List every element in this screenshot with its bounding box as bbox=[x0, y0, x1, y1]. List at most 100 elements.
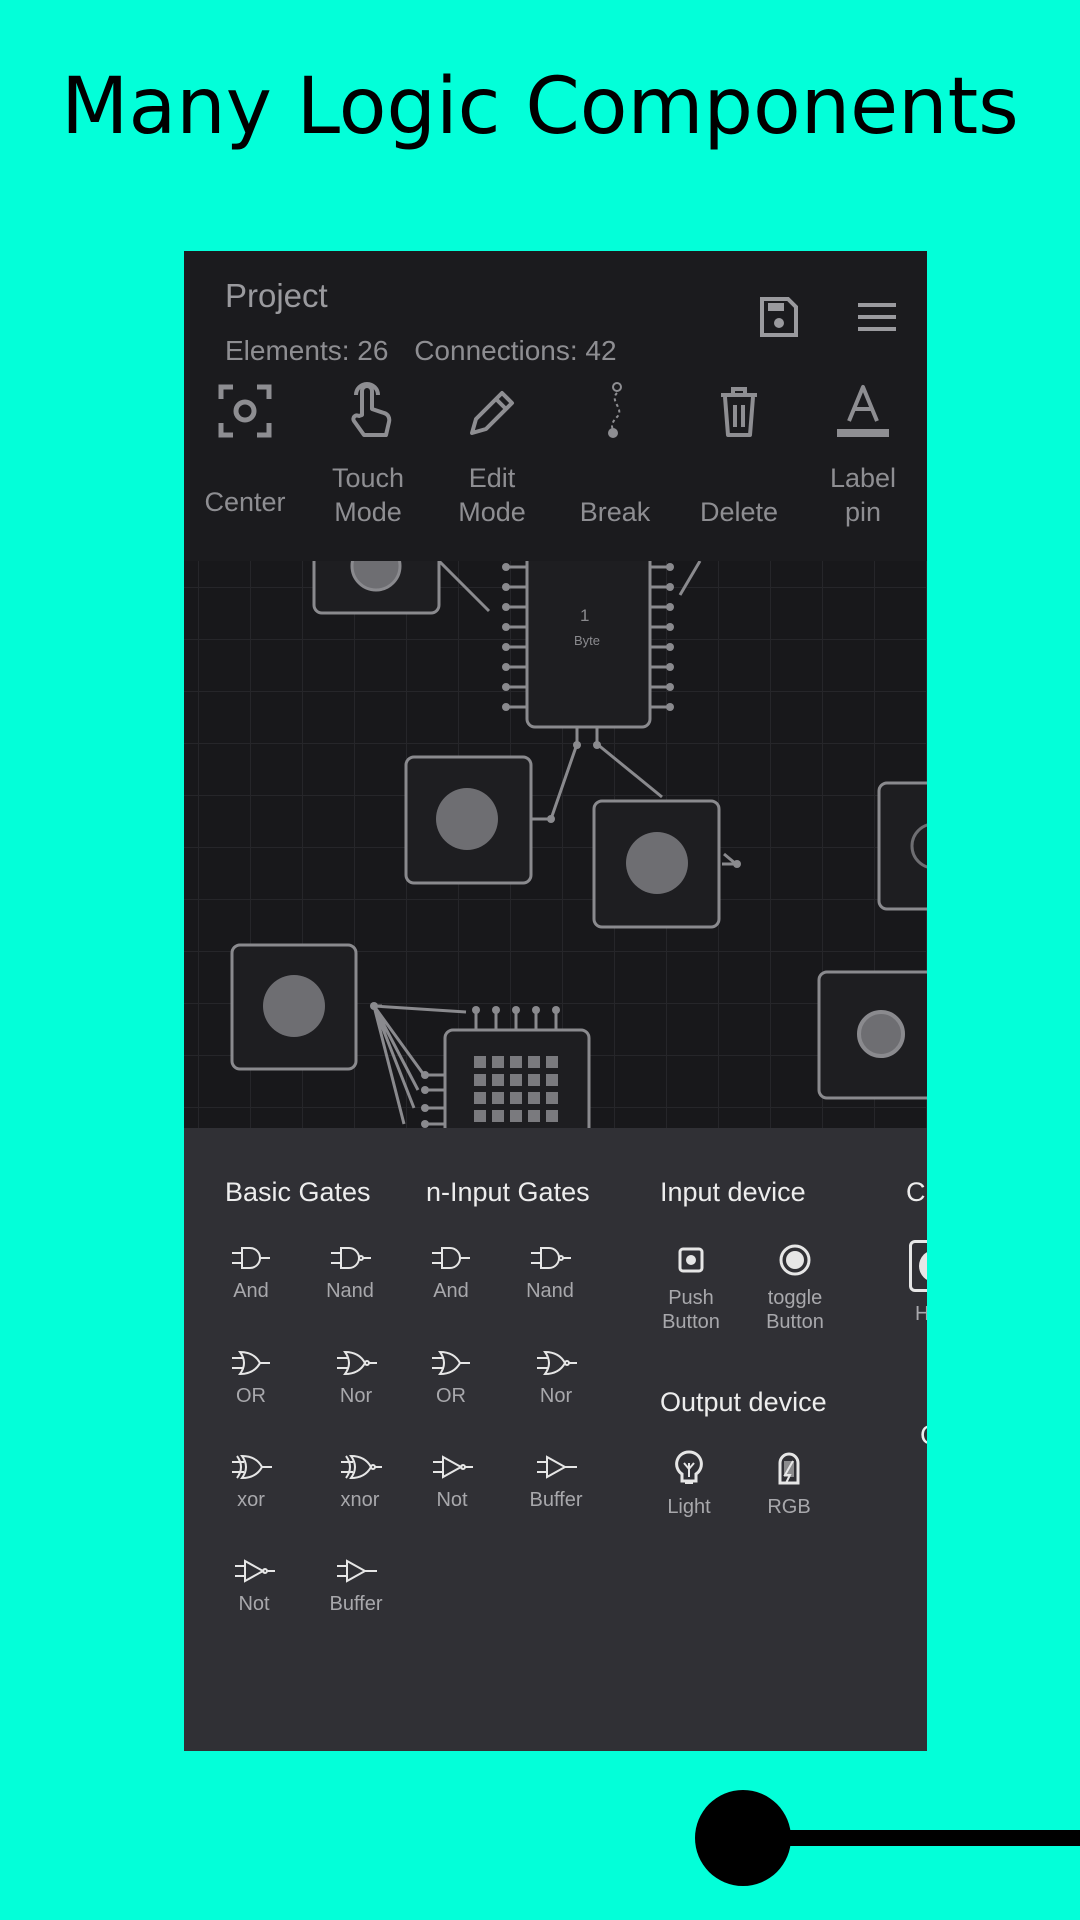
center-focus-icon bbox=[218, 384, 272, 438]
touch-mode-label: Touch Mode bbox=[331, 463, 405, 527]
next-section-item[interactable] bbox=[909, 1240, 927, 1292]
basic-or-label: OR bbox=[236, 1385, 266, 1407]
n-input-buffer-label: Buffer bbox=[529, 1489, 583, 1511]
break-button[interactable]: Break bbox=[555, 381, 675, 551]
next-section-text: C bbox=[920, 1420, 927, 1451]
n-input-nand-gate[interactable]: Nand bbox=[500, 1243, 600, 1303]
n-input-or-gate[interactable]: OR bbox=[401, 1348, 501, 1408]
nand-gate-icon bbox=[531, 1247, 571, 1269]
input-device-title: Input device bbox=[660, 1177, 806, 1207]
basic-nand-gate[interactable]: Nand bbox=[300, 1243, 400, 1303]
basic-buffer-gate[interactable]: Buffer bbox=[306, 1556, 406, 1616]
label-pin-button[interactable]: Label pin bbox=[803, 381, 923, 551]
basic-not-gate[interactable]: Not bbox=[204, 1556, 304, 1616]
project-title: Project bbox=[225, 277, 328, 314]
basic-nand-label: Nand bbox=[326, 1280, 374, 1302]
input-node-right-bottom[interactable] bbox=[817, 970, 927, 1100]
or-gate-icon bbox=[432, 1350, 470, 1376]
pencil-icon bbox=[470, 391, 514, 435]
edit-mode-label: Edit Mode bbox=[458, 463, 526, 527]
rgb-led-icon bbox=[778, 1452, 800, 1485]
component-palette: Basic Gates And Nand OR Nor xor xnor Not bbox=[184, 1128, 927, 1751]
menu-icon bbox=[858, 303, 896, 331]
trash-icon bbox=[721, 387, 757, 437]
text-label-icon bbox=[837, 385, 889, 437]
nor-gate-icon bbox=[537, 1350, 577, 1376]
next-item-icon bbox=[919, 1250, 927, 1282]
input-node-2[interactable] bbox=[592, 799, 741, 929]
project-stats: Elements: 26 Connections: 42 bbox=[225, 335, 635, 367]
n-input-nor-gate[interactable]: Nor bbox=[506, 1348, 606, 1408]
byte-label: Byte bbox=[574, 633, 600, 648]
light-label: Light bbox=[667, 1496, 711, 1518]
center-label: Center bbox=[204, 487, 286, 517]
n-input-not-label: Not bbox=[436, 1489, 468, 1511]
basic-xor-label: xor bbox=[237, 1489, 265, 1511]
push-button-icon bbox=[678, 1247, 704, 1273]
light-bulb-icon bbox=[675, 1450, 703, 1484]
slider-knob[interactable] bbox=[695, 1790, 791, 1886]
nor-gate-icon bbox=[337, 1350, 377, 1376]
not-gate-icon bbox=[433, 1455, 473, 1479]
light-item[interactable]: Light bbox=[639, 1449, 739, 1519]
delete-label: Delete bbox=[699, 497, 779, 527]
nand-gate-icon bbox=[331, 1247, 371, 1269]
basic-xor-gate[interactable]: xor bbox=[201, 1452, 301, 1512]
top-bar: Project Elements: 26 Connections: 42 bbox=[184, 251, 927, 561]
delete-button[interactable]: Delete bbox=[679, 381, 799, 551]
input-node-1[interactable] bbox=[404, 755, 555, 885]
input-node-top[interactable] bbox=[312, 561, 441, 615]
slider-track bbox=[780, 1830, 1080, 1846]
buffer-gate-icon bbox=[537, 1455, 577, 1479]
n-input-not-gate[interactable]: Not bbox=[402, 1452, 502, 1512]
led-matrix[interactable] bbox=[421, 1006, 591, 1152]
menu-button[interactable] bbox=[852, 293, 900, 341]
edit-mode-button[interactable]: Edit Mode bbox=[432, 381, 552, 551]
headline: Many Logic Components bbox=[61, 62, 1019, 152]
touch-hand-icon bbox=[351, 382, 392, 437]
push-button-item[interactable]: Push Button bbox=[641, 1240, 741, 1334]
n-input-gates-title: n-Input Gates bbox=[426, 1177, 590, 1207]
n-input-or-label: OR bbox=[436, 1385, 466, 1407]
n-input-nand-label: Nand bbox=[526, 1280, 574, 1302]
basic-xnor-label: xnor bbox=[340, 1489, 380, 1511]
elements-count: Elements: 26 bbox=[225, 335, 389, 366]
rgb-label: RGB bbox=[767, 1496, 811, 1518]
basic-nor-gate[interactable]: Nor bbox=[306, 1348, 406, 1408]
n-input-and-label: And bbox=[433, 1280, 469, 1302]
toggle-button-item[interactable]: toggle Button bbox=[745, 1240, 845, 1334]
n-input-and-gate[interactable]: And bbox=[401, 1243, 501, 1303]
or-gate-icon bbox=[232, 1350, 270, 1376]
app-screen: Project Elements: 26 Connections: 42 bbox=[184, 251, 927, 1751]
touch-mode-button[interactable]: Touch Mode bbox=[308, 381, 428, 551]
input-node-3[interactable] bbox=[230, 943, 378, 1071]
xnor-gate-icon bbox=[341, 1454, 382, 1480]
basic-and-label: And bbox=[233, 1280, 269, 1302]
label-pin-label: Label pin bbox=[829, 463, 897, 527]
circuit-canvas[interactable]: 1 Byte bbox=[184, 561, 927, 1379]
basic-gates-title: Basic Gates bbox=[225, 1177, 371, 1207]
xor-gate-icon bbox=[232, 1454, 272, 1480]
connections-count: Connections: 42 bbox=[414, 335, 617, 366]
center-button[interactable]: Center bbox=[185, 381, 305, 551]
n-input-buffer-gate[interactable]: Buffer bbox=[506, 1452, 606, 1512]
basic-buffer-label: Buffer bbox=[329, 1593, 383, 1615]
basic-xnor-gate[interactable]: xnor bbox=[310, 1452, 410, 1512]
next-item-label: H bbox=[915, 1303, 927, 1325]
byte-value: 1 bbox=[580, 606, 589, 625]
not-gate-icon bbox=[235, 1559, 275, 1583]
toggle-button-icon bbox=[779, 1244, 811, 1276]
rgb-item[interactable]: RGB bbox=[739, 1449, 839, 1519]
basic-or-gate[interactable]: OR bbox=[201, 1348, 301, 1408]
input-node-right-top[interactable] bbox=[877, 781, 927, 911]
basic-not-label: Not bbox=[238, 1593, 270, 1615]
toggle-button-label: toggle Button bbox=[766, 1287, 824, 1333]
n-input-nor-label: Nor bbox=[539, 1385, 573, 1407]
buffer-gate-icon bbox=[337, 1559, 377, 1583]
basic-nor-label: Nor bbox=[339, 1385, 373, 1407]
output-device-title: Output device bbox=[660, 1387, 827, 1417]
byte-chip[interactable]: 1 Byte bbox=[502, 561, 674, 749]
save-button[interactable] bbox=[754, 293, 802, 341]
break-label: Break bbox=[579, 497, 651, 527]
basic-and-gate[interactable]: And bbox=[201, 1243, 301, 1303]
